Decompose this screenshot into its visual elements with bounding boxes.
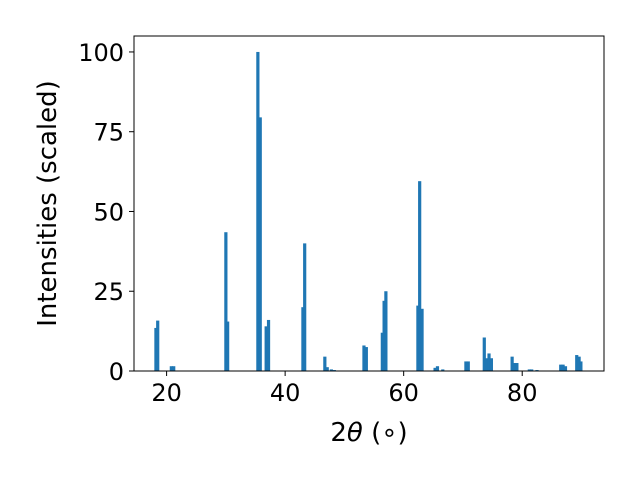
bar-13 [325, 367, 329, 371]
y-tick-label: 100 [78, 39, 124, 67]
bar-24 [433, 367, 437, 371]
bar-39 [559, 364, 563, 371]
bar-37 [530, 369, 534, 371]
bar-9 [266, 319, 271, 371]
x-axis: 20 40 60 80 [151, 371, 537, 407]
bar-1 [156, 320, 160, 371]
bar-23 [420, 308, 424, 371]
y-tick-label: 0 [109, 358, 124, 386]
bar-11 [303, 243, 307, 371]
bar-41 [563, 366, 568, 371]
bar-43 [577, 356, 581, 371]
bar-18 [380, 332, 384, 371]
bar-19 [382, 300, 386, 371]
bar-21 [416, 305, 420, 371]
bar-0 [154, 327, 158, 371]
bar-20 [384, 291, 388, 371]
x-axis-label-theta: θ [347, 418, 363, 448]
bar-2 [169, 366, 173, 371]
bar-44 [579, 361, 583, 371]
bar-7 [258, 117, 262, 371]
y-axis-label: Intensities (scaled) [33, 80, 63, 327]
bar-6 [256, 51, 260, 371]
bar-10 [301, 307, 305, 371]
bars-group [154, 51, 583, 371]
bar-33 [510, 356, 514, 371]
y-tick-label: 25 [93, 278, 124, 306]
bar-42 [575, 355, 579, 371]
y-tick-label: 75 [93, 119, 124, 147]
bar-16 [362, 345, 366, 371]
x-axis-label-suffix: (∘) [363, 418, 408, 448]
y-tick-label: 50 [93, 198, 124, 226]
bar-12 [323, 356, 327, 371]
bar-35 [515, 363, 519, 371]
plot-frame [133, 35, 605, 372]
bar-4 [224, 232, 228, 371]
bar-28 [466, 361, 470, 371]
bar-30 [485, 358, 489, 371]
x-tick-label: 40 [270, 379, 301, 407]
x-axis-label: 2θ (∘) [330, 418, 407, 448]
bar-26 [441, 369, 445, 371]
x-tick-label: 80 [507, 379, 538, 407]
bar-29 [482, 337, 486, 371]
bar-22 [418, 181, 422, 371]
bar-27 [464, 361, 468, 371]
bar-17 [364, 347, 368, 371]
bar-5 [226, 321, 230, 371]
bar-31 [487, 353, 491, 371]
x-tick-label: 20 [151, 379, 182, 407]
bar-32 [489, 358, 493, 371]
x-axis-label-prefix: 2 [330, 418, 347, 448]
bar-34 [512, 363, 517, 371]
bar-25 [435, 366, 440, 371]
bar-3 [172, 366, 176, 371]
bar-8 [264, 326, 268, 371]
bar-40 [561, 364, 565, 371]
bar-36 [527, 369, 531, 371]
x-tick-label: 60 [388, 379, 419, 407]
y-axis: 0 25 50 75 100 [78, 39, 134, 386]
bar-14 [329, 369, 333, 371]
